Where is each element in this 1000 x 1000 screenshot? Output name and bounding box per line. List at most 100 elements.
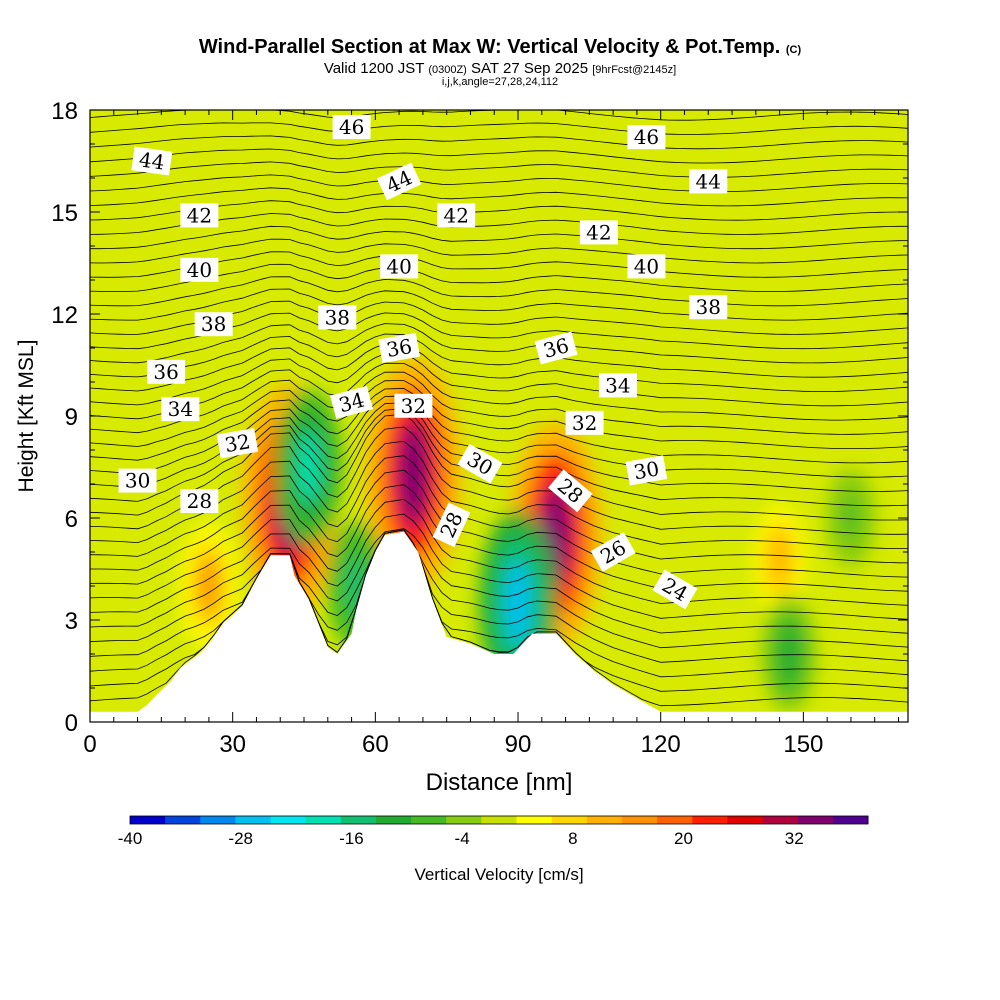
colorbar-swatch <box>516 816 553 824</box>
contour-label-text: 32 <box>572 411 597 435</box>
chart-title: Wind-Parallel Section at Max W: Vertical… <box>0 36 1000 59</box>
colorbar: -40 -28 -16 -4 8 20 32 <box>118 815 869 848</box>
colorbar-tick-label: 32 <box>785 829 804 848</box>
y-axis-label: Height [Kft MSL] <box>15 340 38 493</box>
contour-label-text: 36 <box>385 334 414 362</box>
contour-label-text: 40 <box>386 254 411 278</box>
isentrope-line <box>90 380 908 449</box>
isentrope-line <box>90 110 908 121</box>
colorbar-swatch <box>727 816 764 824</box>
contour-label-text: 40 <box>187 258 212 282</box>
isentrope-line <box>90 323 908 364</box>
colorbar-swatch <box>446 816 482 824</box>
colorbar-label: Vertical Velocity [cm/s] <box>414 865 583 884</box>
velocity-core <box>297 430 321 504</box>
y-tick-label: 15 <box>51 200 78 227</box>
isentrope-line <box>90 238 908 264</box>
y-tick-label: 12 <box>51 302 78 329</box>
contour-label: 30 <box>118 468 157 493</box>
contour-label-text: 32 <box>223 429 252 457</box>
contour-label-text: 38 <box>201 312 226 336</box>
contour-label-text: 38 <box>696 295 721 319</box>
contour-label-text: 44 <box>138 147 167 174</box>
contour-label-text: 42 <box>586 220 611 244</box>
contour-label-text: 46 <box>339 115 364 139</box>
copyright-mark: (C) <box>785 44 802 56</box>
contour-label: 46 <box>332 115 371 139</box>
isentrope-line <box>90 529 908 678</box>
isentrope-line <box>90 469 908 578</box>
velocity-core <box>505 559 532 647</box>
contour-label: 28 <box>180 489 219 513</box>
colorbar-tick-label: -16 <box>339 829 364 848</box>
contour-label: 34 <box>598 373 637 398</box>
isentrope-line <box>90 513 908 620</box>
colorbar-swatch <box>797 816 834 824</box>
contour-label-text: 40 <box>634 254 659 278</box>
contour-label: 38 <box>194 312 233 337</box>
colorbar-swatch <box>762 816 799 824</box>
grid-params: i,j,k,angle=27,28,24,112 <box>441 76 559 88</box>
contour-label: 38 <box>689 295 728 320</box>
isentrope-line <box>90 251 908 278</box>
contour-label: 30 <box>625 455 668 486</box>
colorbar-swatch <box>200 816 236 824</box>
contour-label-text: 32 <box>401 394 426 418</box>
contour-label: 34 <box>161 397 200 422</box>
contour-label: 40 <box>180 257 219 282</box>
chart-subtitle: Valid 1200 JST (0300Z) SAT 27 Sep 2025 [… <box>0 60 1000 77</box>
contour-label: 36 <box>378 332 420 364</box>
isentrope-line <box>90 484 908 592</box>
isentrope-line <box>90 408 908 507</box>
isentrope-line <box>90 288 908 321</box>
forecast-run: [9hrFcst@2145z] <box>592 64 677 76</box>
chart-title-text: Wind-Parallel Section at Max W: Vertical… <box>198 36 781 58</box>
y-tick-label: 18 <box>51 98 78 125</box>
contour-label-text: 38 <box>325 305 350 329</box>
isentrope-line <box>90 200 908 221</box>
isentrope-line <box>90 528 908 634</box>
contour-label: 32 <box>565 410 604 435</box>
colorbar-tick-label: -28 <box>228 829 253 848</box>
x-tick-label: 90 <box>505 731 532 758</box>
colorbar-swatch <box>270 816 307 824</box>
colorbar-swatch <box>376 816 412 824</box>
isentrope-line <box>90 426 908 535</box>
contour-label-text: 42 <box>187 203 212 227</box>
colorbar-swatch <box>411 816 447 824</box>
contour-label: 40 <box>627 254 666 279</box>
contour-label: 36 <box>147 359 186 384</box>
x-tick-label: 0 <box>83 731 96 758</box>
isentrope-line <box>90 388 908 464</box>
x-tick-label: 150 <box>783 731 823 758</box>
x-tick-label: 120 <box>641 731 681 758</box>
contour-label-text: 42 <box>443 203 468 227</box>
isentrope-line <box>90 455 908 564</box>
colorbar-tick-label: 8 <box>568 829 577 848</box>
contour-label: 42 <box>180 203 219 228</box>
colorbar-swatch <box>481 816 518 824</box>
colorbar-tick-label: 20 <box>674 829 693 848</box>
contour-label: 44 <box>689 169 728 194</box>
isentrope-line <box>90 122 908 135</box>
colorbar-swatch <box>692 816 728 824</box>
isentrope-line <box>90 135 908 150</box>
contour-label: 42 <box>437 203 476 228</box>
colorbar-tick-label: -4 <box>455 829 470 848</box>
contour-label-text: 30 <box>125 469 150 493</box>
colorbar-swatch <box>586 816 623 824</box>
isentrope-line <box>90 343 908 392</box>
x-axis-label: Distance [nm] <box>426 769 573 796</box>
terrain-mask <box>90 531 908 722</box>
utc-time: (0300Z) <box>428 64 467 76</box>
contour-label-text: 30 <box>632 456 661 484</box>
isentrope-line <box>90 529 908 649</box>
isentrope-line <box>90 213 908 235</box>
isentrope-line <box>90 413 908 521</box>
contour-label: 42 <box>579 220 618 245</box>
colorbar-swatch <box>551 816 588 824</box>
velocity-core <box>770 533 789 584</box>
colorbar-swatch <box>657 816 693 824</box>
